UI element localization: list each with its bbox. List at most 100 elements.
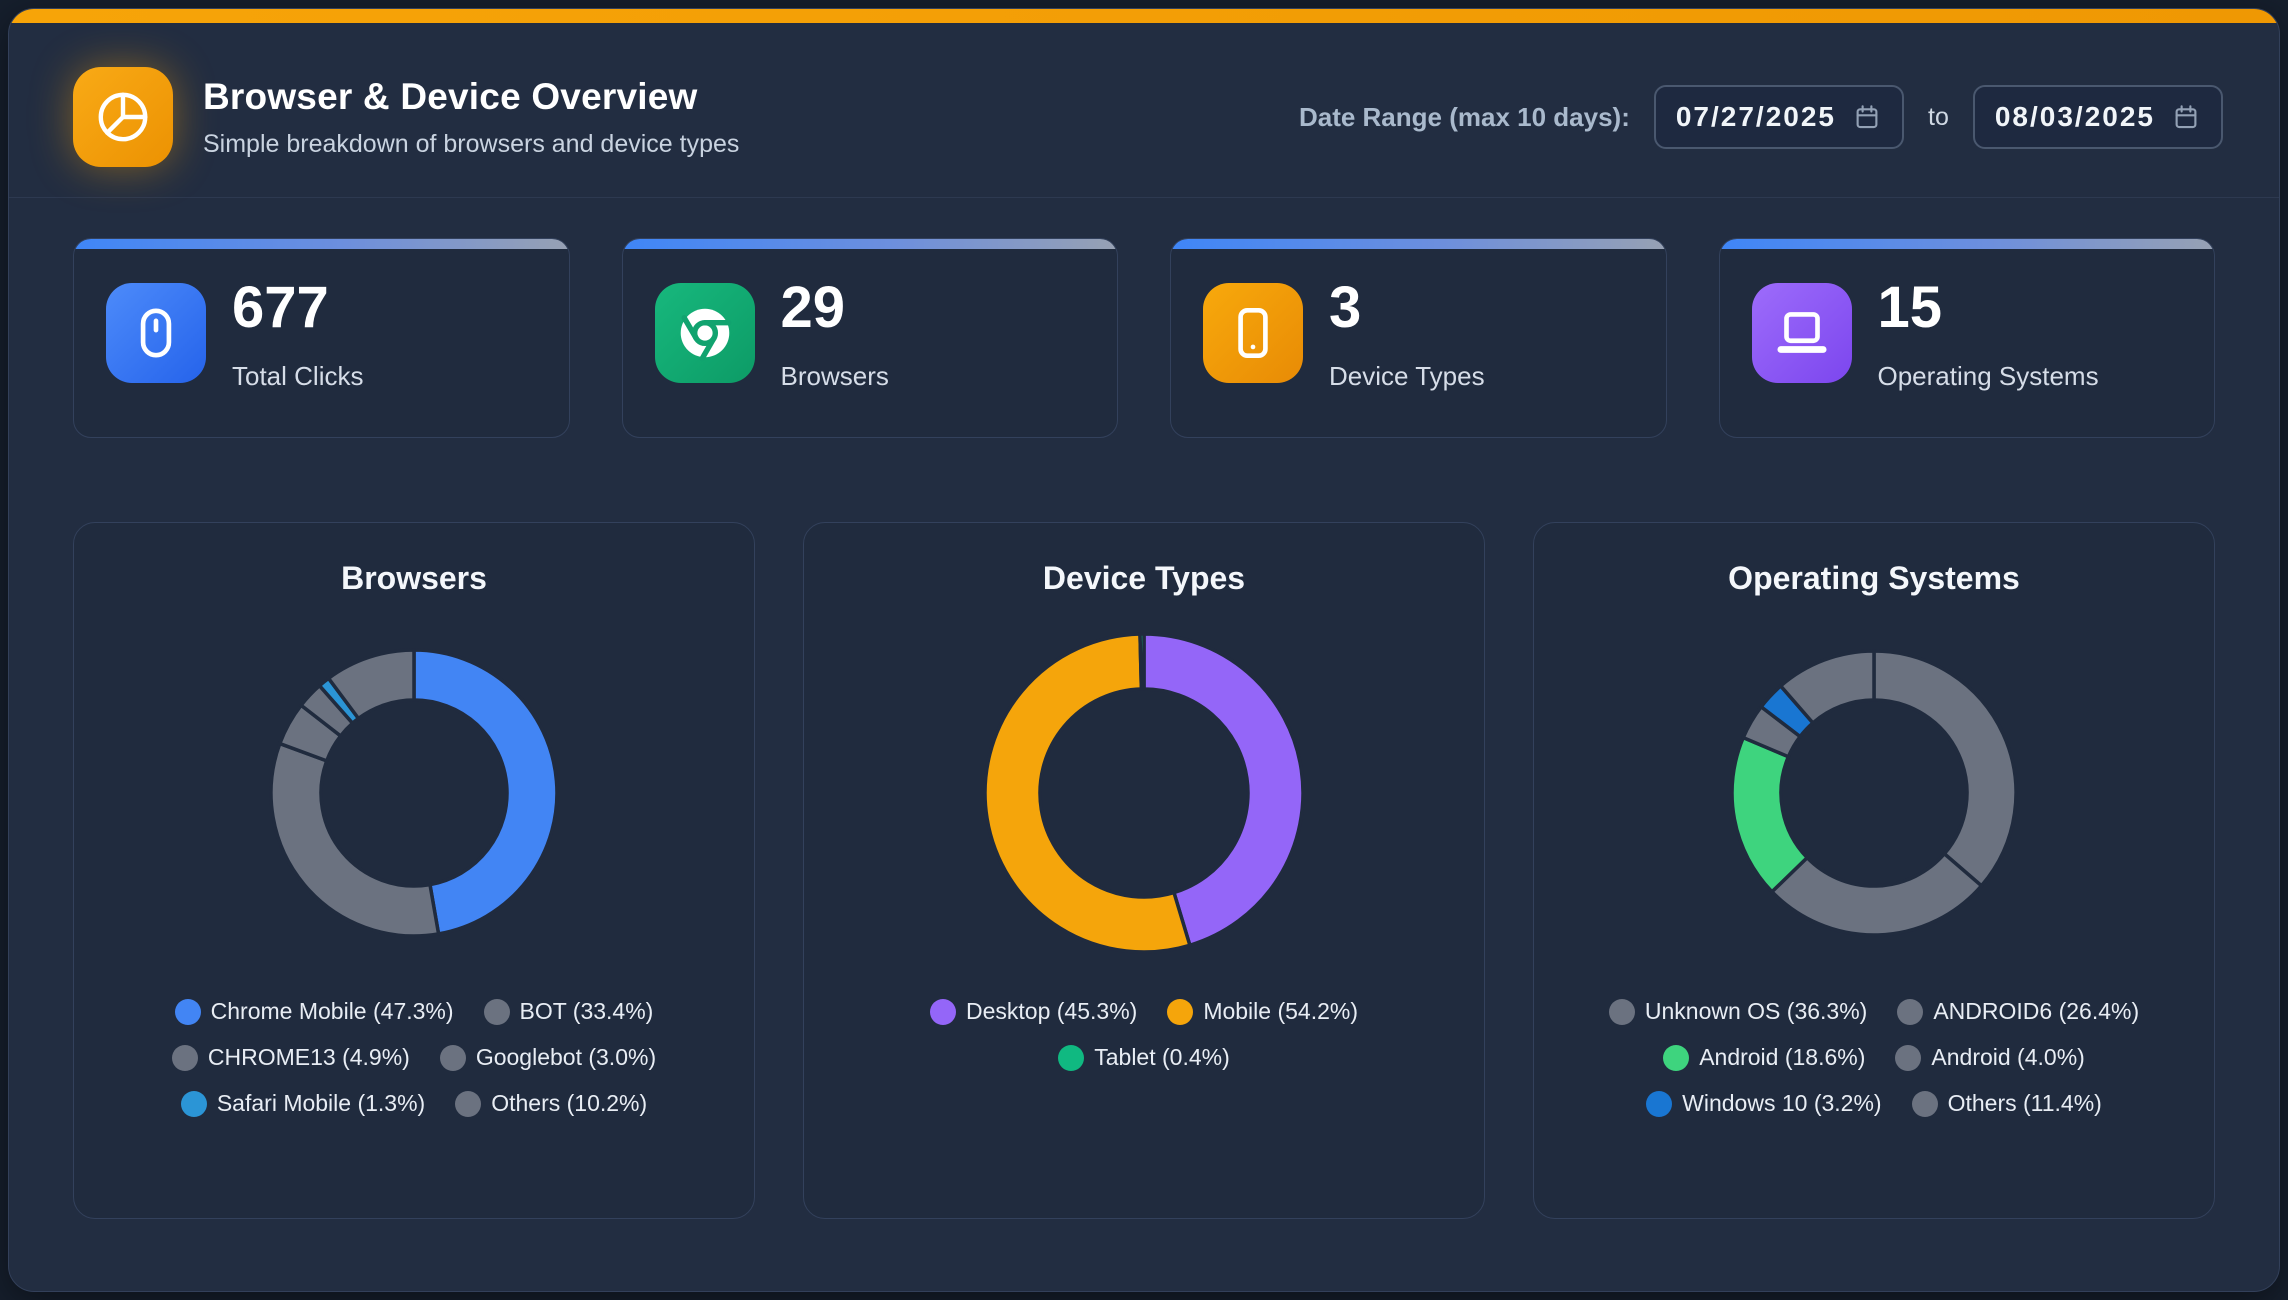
legend-label: Unknown OS (36.3%): [1644, 998, 1868, 1025]
legend-item-safari-mobile[interactable]: Safari Mobile (1.3%): [180, 1090, 426, 1117]
donut-slice-desktop[interactable]: [1142, 632, 1305, 948]
chart-title-operating-systems: Operating Systems: [1728, 560, 2020, 596]
legend-label: Android (4.0%): [1931, 1044, 2085, 1071]
legend-dot: [1663, 1044, 1690, 1071]
legend-label: BOT (33.4%): [519, 998, 654, 1025]
legend-item-android[interactable]: Android (18.6%): [1663, 1044, 1865, 1071]
legend-label: Android (18.6%): [1699, 1044, 1866, 1071]
chart-body: [981, 600, 1307, 986]
legend-dot: [1058, 1044, 1085, 1071]
browsers-donut-chart[interactable]: [267, 646, 561, 940]
legend-item-others[interactable]: Others (10.2%): [455, 1090, 647, 1117]
chart-card-browsers: Browsers Chrome Mobile (47.3%) BOT (33.4%…: [73, 522, 755, 1219]
date-to-input[interactable]: 08/03/2025: [1972, 85, 2223, 149]
legend-dot: [1646, 1090, 1673, 1117]
device-types-donut-chart[interactable]: [981, 630, 1307, 956]
donut-slice-unknown-os[interactable]: [1872, 649, 2018, 889]
legend-label: ANDROID6 (26.4%): [1933, 998, 2140, 1025]
stat-text: 3 Device Types: [1329, 279, 1485, 392]
header: Browser & Device Overview Simple breakdo…: [9, 23, 2279, 198]
stat-text: 15 Operating Systems: [1877, 279, 2099, 392]
date-range-control: Date Range (max 10 days): 07/27/2025 to …: [1299, 85, 2223, 149]
stat-label-browsers: Browsers: [780, 361, 889, 391]
legend-item-tablet[interactable]: Tablet (0.4%): [1058, 1044, 1230, 1071]
stat-card-device-types: 3 Device Types: [1170, 238, 1667, 438]
stat-card-top-bar: [1171, 239, 1666, 249]
donut-slice-others[interactable]: [326, 648, 416, 722]
chart-body: [1728, 600, 2020, 986]
stat-value-device-types: 3: [1329, 275, 1362, 340]
device-types-legend: Desktop (45.3%) Mobile (54.2%) Tablet (0.4…: [839, 998, 1449, 1071]
page-subtitle: Simple breakdown of browsers and device …: [203, 129, 740, 158]
page-title: Browser & Device Overview: [203, 75, 698, 117]
legend-label: Safari Mobile (1.3%): [216, 1090, 426, 1117]
stat-card-top-bar: [1719, 239, 2214, 249]
smartphone-icon: [1238, 307, 1268, 359]
donut-slice-tablet[interactable]: [1138, 632, 1146, 692]
stat-card-top-bar: [74, 239, 569, 249]
laptop-icon: [1776, 312, 1827, 353]
legend-label: Tablet (0.4%): [1094, 1044, 1230, 1071]
chrome-icon: [680, 308, 731, 362]
donut-slice-mobile[interactable]: [983, 632, 1193, 954]
legend-dot: [1895, 1044, 1922, 1071]
legend-item-others[interactable]: Others (11.4%): [1911, 1090, 2102, 1117]
stat-text: 29 Browsers: [780, 279, 889, 392]
chart-card-operating-systems: Operating Systems Unknown OS (36.3%) ANDR…: [1533, 522, 2215, 1219]
legend-item-chrome-mobile[interactable]: Chrome Mobile (47.3%): [174, 998, 454, 1025]
donut-slice-bot[interactable]: [269, 741, 441, 938]
legend-item-windows-10[interactable]: Windows 10 (3.2%): [1646, 1090, 1882, 1117]
dashboard-panel: Browser & Device Overview Simple breakdo…: [8, 8, 2280, 1292]
legend-label: CHROME13 (4.9%): [207, 1044, 410, 1071]
stats-row: 677 Total Clicks 29 Browser: [9, 198, 2279, 438]
legend-dot: [171, 1044, 198, 1071]
legend-item-unknown-os[interactable]: Unknown OS (36.3%): [1608, 998, 1868, 1025]
operating-systems-legend: Unknown OS (36.3%) ANDROID6 (26.4%) Androi…: [1569, 998, 2179, 1117]
stat-label-total-clicks: Total Clicks: [232, 361, 364, 391]
stat-icon-total-clicks: [106, 283, 206, 383]
legend-dot: [439, 1044, 466, 1071]
legend-label: Chrome Mobile (47.3%): [210, 998, 454, 1025]
legend-label: Others (11.4%): [1947, 1090, 2102, 1117]
stat-label-device-types: Device Types: [1329, 361, 1485, 391]
legend-item-android[interactable]: Android (4.0%): [1895, 1044, 2085, 1071]
legend-item-chrome13[interactable]: CHROME13 (4.9%): [171, 1044, 410, 1071]
stat-card-browsers: 29 Browsers: [621, 238, 1118, 438]
stat-label-operating-systems: Operating Systems: [1877, 361, 2099, 391]
calendar-icon[interactable]: [2171, 102, 2201, 132]
stat-text: 677 Total Clicks: [232, 279, 364, 392]
stat-icon-device-types: [1203, 283, 1303, 383]
date-range-label: Date Range (max 10 days):: [1298, 101, 1630, 132]
charts-row: Browsers Chrome Mobile (47.3%) BOT (33.4%…: [9, 438, 2279, 1219]
stat-value-browsers: 29: [780, 275, 846, 340]
stat-card-total-clicks: 677 Total Clicks: [73, 238, 570, 438]
legend-item-desktop[interactable]: Desktop (45.3%): [930, 998, 1137, 1025]
stat-card-operating-systems: 15 Operating Systems: [1718, 238, 2215, 438]
pie-chart-icon: [98, 92, 148, 142]
stat-icon-browsers: [654, 283, 755, 383]
date-from-input[interactable]: 07/27/2025: [1653, 85, 1904, 149]
legend-dot: [455, 1090, 482, 1117]
donut-slice-others[interactable]: [1778, 649, 1876, 726]
legend-item-googlebot[interactable]: Googlebot (3.0%): [439, 1044, 657, 1071]
donut-slice-android6[interactable]: [1769, 851, 1984, 937]
legend-label: Googlebot (3.0%): [475, 1044, 657, 1071]
legend-label: Windows 10 (3.2%): [1682, 1090, 1882, 1117]
legend-label: Mobile (54.2%): [1203, 998, 1358, 1025]
legend-dot: [174, 998, 201, 1025]
legend-item-android6[interactable]: ANDROID6 (26.4%): [1897, 998, 2139, 1025]
legend-dot: [1608, 998, 1635, 1025]
operating-systems-donut-chart[interactable]: [1728, 647, 2020, 939]
stat-value-operating-systems: 15: [1877, 275, 1943, 340]
legend-item-mobile[interactable]: Mobile (54.2%): [1167, 998, 1358, 1025]
donut-slice-android[interactable]: [1730, 735, 1810, 895]
stat-icon-operating-systems: [1751, 283, 1852, 383]
legend-item-bot[interactable]: BOT (33.4%): [483, 998, 654, 1025]
donut-slice-chrome-mobile[interactable]: [412, 648, 559, 937]
legend-label: Desktop (45.3%): [966, 998, 1138, 1025]
date-range-to-label: to: [1928, 102, 1949, 131]
legend-dot: [483, 998, 510, 1025]
calendar-icon[interactable]: [1852, 102, 1882, 132]
legend-label: Others (10.2%): [491, 1090, 648, 1117]
legend-dot: [180, 1090, 207, 1117]
